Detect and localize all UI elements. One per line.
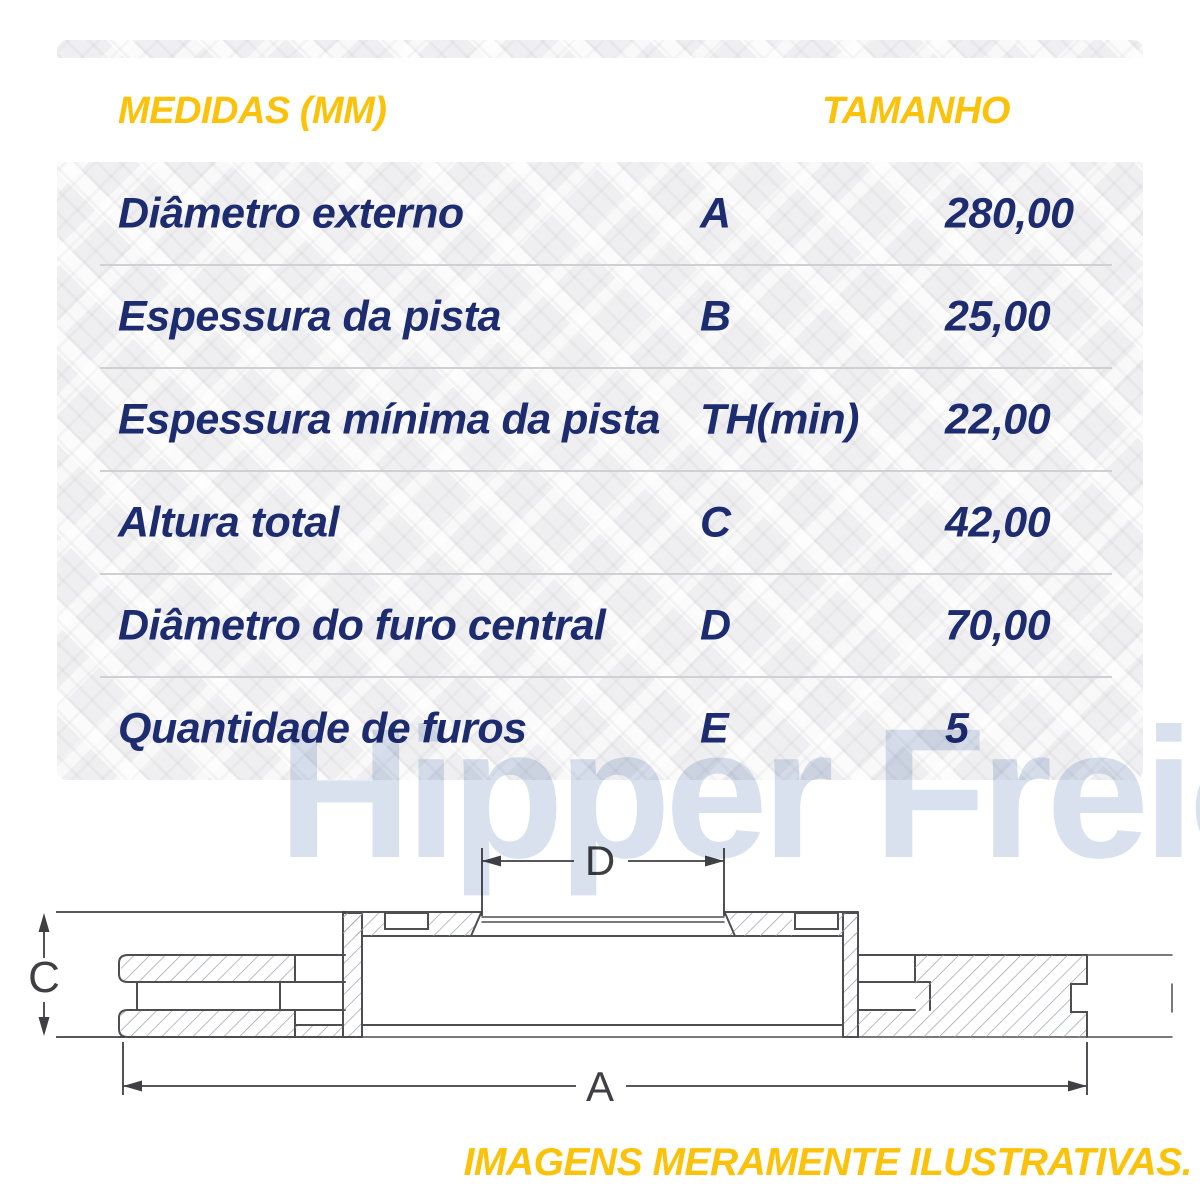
dimension-c-label: C [28,953,60,1002]
row-separator [100,676,1112,678]
row-letter: D [700,601,731,649]
spec-table-card [57,40,1143,780]
disclaimer-text: IMAGENS MERAMENTE ILUSTRATIVAS. [463,1141,1193,1184]
table-header-measures: MEDIDAS (MM) [118,90,387,132]
row-value: 280,00 [945,189,1074,237]
table-row: Espessura mínima da pista TH(min) 22,00 [57,368,1143,472]
row-letter: A [700,189,731,237]
table-row: Quantidade de furos E 5 [57,677,1143,780]
row-value: 22,00 [945,395,1051,443]
brake-disc-cross-section: D C A [28,837,1173,1110]
row-separator [100,470,1112,472]
dimension-a: A [122,1042,1088,1110]
row-label: Espessura da pista [118,292,501,340]
row-value: 42,00 [945,498,1051,546]
row-label: Diâmetro externo [118,189,464,237]
disc-section [118,911,1173,1038]
dimension-c: C [28,911,345,1038]
row-label: Diâmetro do furo central [118,601,606,649]
table-header-band [36,58,1200,162]
table-row: Espessura da pista B 25,00 [57,265,1143,369]
row-value: 25,00 [945,292,1051,340]
row-separator [100,264,1112,266]
table-row: Altura total C 42,00 [57,471,1143,575]
dimension-d-label: D [585,837,615,884]
row-label: Quantidade de furos [118,704,527,752]
table-row: Diâmetro do furo central D 70,00 [57,574,1143,678]
row-letter: TH(min) [700,395,859,443]
row-separator [100,367,1112,369]
row-value: 70,00 [945,601,1051,649]
row-letter: C [700,498,731,546]
table-header-size: TAMANHO [822,90,1010,132]
row-label: Espessura mínima da pista [118,395,660,443]
row-separator [100,573,1112,575]
row-letter: B [700,292,731,340]
row-value: 5 [945,704,969,752]
row-letter: E [700,704,729,752]
row-label: Altura total [118,498,339,546]
dimension-d: D [481,837,725,916]
dimension-a-label: A [586,1063,614,1110]
spec-table-rows: Diâmetro externo A 280,00 Espessura da p… [57,162,1143,780]
table-row: Diâmetro externo A 280,00 [57,162,1143,266]
